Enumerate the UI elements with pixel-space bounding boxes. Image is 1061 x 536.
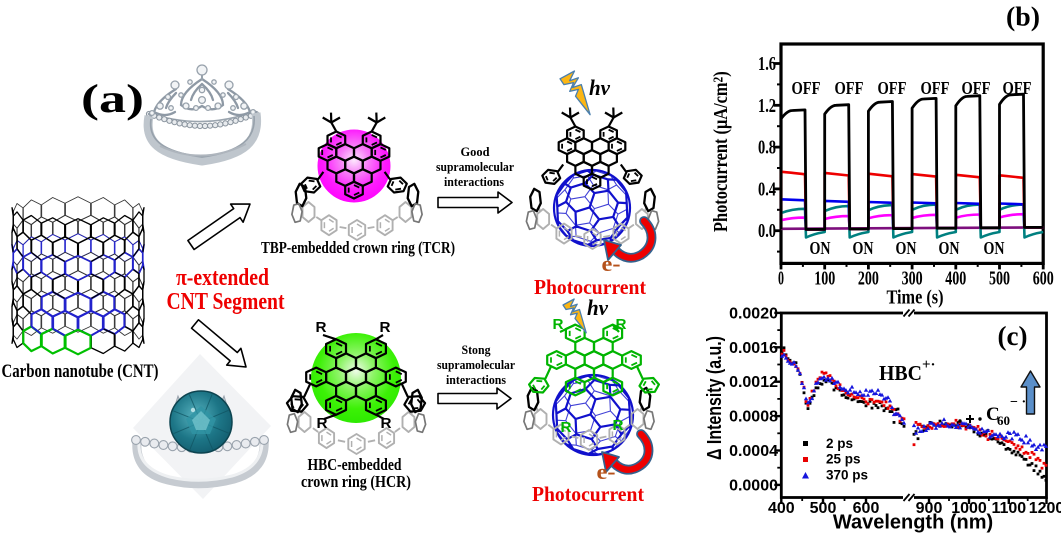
svg-text:C: C	[986, 404, 1000, 425]
svg-text:0.0000: 0.0000	[729, 477, 778, 494]
svg-text:400: 400	[768, 500, 795, 517]
svg-text:(b): (b)	[1006, 2, 1040, 32]
svg-text:− ·: − ·	[1010, 395, 1026, 410]
svg-text:Good: Good	[461, 144, 491, 159]
svg-text:HBC: HBC	[879, 361, 922, 385]
svg-text:crown ring (HCR): crown ring (HCR)	[301, 472, 411, 491]
svg-text:0.0012: 0.0012	[729, 374, 778, 391]
svg-text:TBP-embedded crown ring (TCR): TBP-embedded crown ring (TCR)	[261, 238, 455, 257]
svg-text:0.0020: 0.0020	[729, 305, 778, 322]
svg-text:1200: 1200	[1029, 500, 1061, 517]
svg-text:25 ps: 25 ps	[826, 452, 861, 467]
svg-text:0.0008: 0.0008	[729, 409, 778, 426]
svg-text:0.8: 0.8	[758, 138, 776, 159]
svg-text:1.2: 1.2	[758, 96, 776, 117]
svg-text:Photocurrent (μA/cm2): Photocurrent (μA/cm2)	[710, 71, 733, 232]
svg-text:60: 60	[997, 413, 1010, 428]
svg-text:Stong: Stong	[462, 342, 491, 357]
svg-text:hν: hν	[587, 295, 608, 320]
svg-text:R: R	[317, 415, 328, 432]
svg-text:600: 600	[853, 500, 880, 517]
svg-text:OFF: OFF	[835, 78, 864, 98]
svg-text:370 ps: 370 ps	[826, 468, 868, 483]
svg-text:+·: +·	[922, 357, 936, 373]
svg-text:R: R	[616, 316, 627, 333]
svg-text:400: 400	[945, 269, 966, 290]
svg-text:OFF: OFF	[921, 78, 950, 98]
svg-text:Δ Intensity (a.u.): Δ Intensity (a.u.)	[704, 336, 726, 460]
svg-text:1100: 1100	[991, 500, 1026, 517]
svg-text:Time (s): Time (s)	[887, 288, 944, 309]
svg-text:OFF: OFF	[878, 78, 907, 98]
svg-text:0.0: 0.0	[758, 221, 776, 242]
svg-text:0.4: 0.4	[758, 179, 776, 200]
svg-text:1000: 1000	[951, 500, 987, 517]
svg-text:ON: ON	[810, 238, 831, 258]
svg-text:(a): (a)	[81, 76, 144, 121]
svg-text:ON: ON	[984, 238, 1005, 258]
svg-text:interactions: interactions	[446, 372, 506, 387]
svg-text:R: R	[613, 417, 624, 434]
svg-text:ON: ON	[853, 238, 874, 258]
svg-text:hν: hν	[589, 75, 610, 100]
svg-text:2 ps: 2 ps	[826, 436, 853, 451]
svg-text:R: R	[380, 319, 391, 336]
svg-text:OFF: OFF	[1003, 78, 1032, 98]
svg-text:0.0004: 0.0004	[729, 443, 778, 460]
svg-text:HBC-embedded: HBC-embedded	[308, 455, 402, 474]
svg-text:supramolecular: supramolecular	[437, 357, 515, 372]
svg-text:Photocurrent: Photocurrent	[534, 275, 646, 299]
svg-text:500: 500	[810, 500, 837, 517]
svg-text:900: 900	[916, 500, 943, 517]
svg-text:Photocurrent: Photocurrent	[532, 482, 644, 506]
svg-text:1.6: 1.6	[758, 54, 776, 75]
svg-text:OFF: OFF	[792, 78, 821, 98]
svg-text:R: R	[561, 419, 572, 436]
svg-text:0: 0	[778, 269, 784, 290]
svg-text:supramolecular: supramolecular	[436, 159, 514, 174]
svg-text:π-extended: π-extended	[176, 265, 270, 291]
svg-text:100: 100	[814, 269, 835, 290]
svg-text:300: 300	[902, 269, 923, 290]
svg-text:R: R	[381, 415, 392, 432]
svg-text:R: R	[316, 319, 327, 336]
svg-text:ON: ON	[939, 238, 960, 258]
svg-text:Wavelength (nm): Wavelength (nm)	[833, 512, 993, 534]
svg-text:R: R	[553, 316, 564, 333]
svg-text:interactions: interactions	[444, 174, 504, 189]
svg-text:500: 500	[989, 269, 1010, 290]
svg-text:e-: e-	[602, 251, 621, 276]
svg-text:CNT Segment: CNT Segment	[167, 289, 285, 315]
svg-text:(c): (c)	[998, 321, 1028, 351]
svg-text:OFF: OFF	[962, 78, 991, 98]
svg-text:600: 600	[1033, 269, 1054, 290]
svg-text:Carbon nanotube (CNT): Carbon nanotube (CNT)	[2, 361, 159, 382]
svg-text:ON: ON	[896, 238, 917, 258]
svg-text:200: 200	[858, 269, 879, 290]
svg-text:e-: e-	[597, 459, 616, 484]
svg-text:0.0016: 0.0016	[729, 340, 778, 357]
